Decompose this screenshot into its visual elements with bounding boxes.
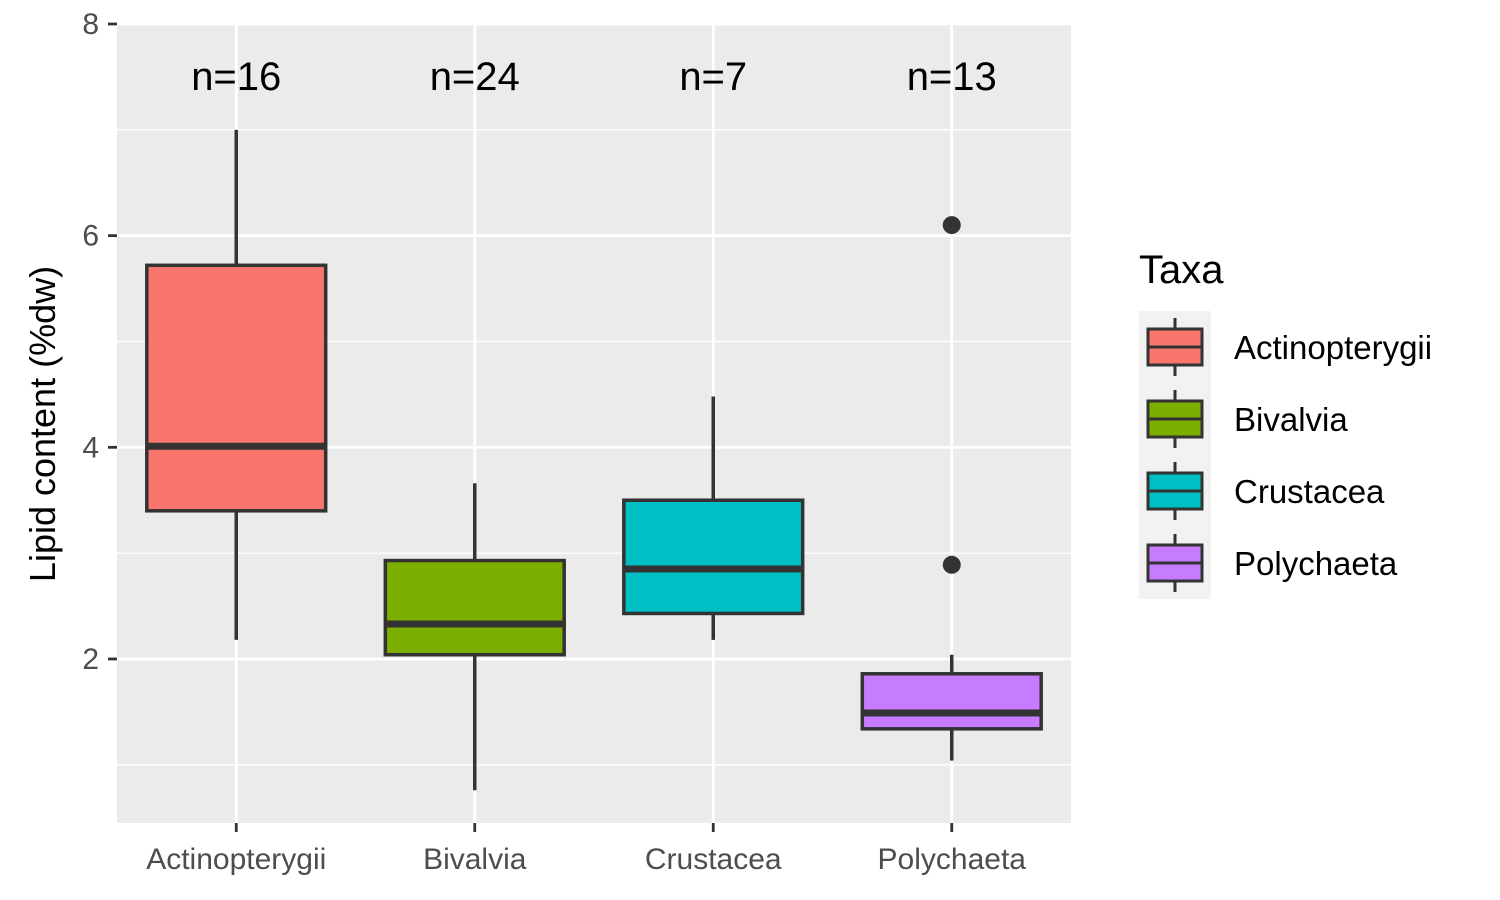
legend: Taxa Actinopterygii Bivalvia Crustacea Poly… (1139, 248, 1432, 599)
y-tick-label: 8 (82, 8, 99, 41)
n-label: n=16 (191, 55, 281, 99)
y-axis: 2 4 6 8 (82, 8, 117, 676)
box (145, 263, 328, 513)
boxplot-polychaeta (860, 216, 1043, 761)
x-tick-label: Polychaeta (878, 843, 1027, 876)
legend-label: Polychaeta (1234, 545, 1398, 582)
outlier-point (942, 216, 961, 235)
legend-key-crustacea (1146, 462, 1204, 520)
legend-key-bivalvia (1146, 390, 1204, 448)
boxplot-bivalvia (383, 483, 566, 791)
x-tick-label: Actinopterygii (146, 843, 326, 876)
n-label: n=13 (907, 55, 997, 99)
y-tick-label: 6 (82, 220, 99, 253)
boxplot-crustacea (622, 396, 805, 640)
x-axis: Actinopterygii Bivalvia Crustacea Polychaet… (146, 823, 1026, 876)
legend-label: Bivalvia (1234, 401, 1348, 438)
y-tick-label: 2 (82, 643, 99, 676)
n-label: n=7 (679, 55, 747, 99)
box (383, 558, 566, 657)
boxplot-actinopterygii (145, 129, 328, 640)
box (860, 672, 1043, 731)
legend-label: Actinopterygii (1234, 329, 1432, 366)
legend-key-actinopterygii (1146, 318, 1204, 376)
outlier-point (942, 555, 961, 574)
x-tick-label: Crustacea (645, 843, 782, 876)
legend-label: Crustacea (1234, 473, 1385, 510)
n-label: n=24 (430, 55, 520, 99)
box (622, 498, 805, 616)
legend-title: Taxa (1139, 248, 1224, 292)
legend-key-polychaeta (1146, 534, 1204, 592)
y-axis-title: Lipid content (%dw) (22, 266, 63, 582)
sample-size-labels: n=16 n=24 n=7 n=13 (191, 55, 997, 99)
y-tick-label: 4 (82, 431, 99, 464)
x-tick-label: Bivalvia (423, 843, 527, 876)
boxplots (145, 129, 1043, 791)
